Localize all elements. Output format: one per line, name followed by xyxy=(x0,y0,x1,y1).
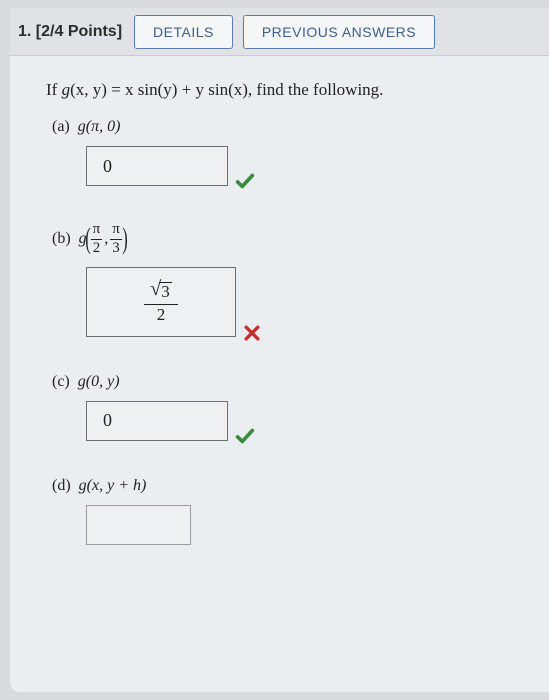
part-d-label: (d) g(x, y + h) xyxy=(52,477,521,495)
answer-input-a[interactable]: 0 xyxy=(86,146,228,186)
previous-answers-button[interactable]: PREVIOUS ANSWERS xyxy=(243,15,435,49)
question-number: 1. [2/4 Points] xyxy=(18,23,122,41)
answer-a-value: 0 xyxy=(103,156,112,177)
question-header: 1. [2/4 Points] DETAILS PREVIOUS ANSWERS xyxy=(10,8,549,56)
answer-input-c[interactable]: 0 xyxy=(86,401,228,441)
part-a-label: (a) g(π, 0) xyxy=(52,118,521,136)
question-prompt: If g(x, y) = x sin(y) + y sin(x), find t… xyxy=(46,80,521,100)
part-c-label: (c) g(0, y) xyxy=(52,373,521,391)
part-a: (a) g(π, 0) 0 xyxy=(46,118,521,186)
part-b-label: (b) g ( π2 , π3 ) xyxy=(52,222,521,257)
part-c: (c) g(0, y) 0 xyxy=(46,373,521,441)
answer-input-d[interactable] xyxy=(86,505,191,545)
details-button[interactable]: DETAILS xyxy=(134,15,233,49)
part-d: (d) g(x, y + h) xyxy=(46,477,521,545)
answer-input-b[interactable]: √3 2 xyxy=(86,267,236,337)
cross-icon xyxy=(242,323,262,343)
answer-b-value: √3 2 xyxy=(142,279,179,324)
answer-c-value: 0 xyxy=(103,410,112,431)
check-icon xyxy=(234,170,256,192)
question-panel: 1. [2/4 Points] DETAILS PREVIOUS ANSWERS… xyxy=(10,8,549,692)
part-b: (b) g ( π2 , π3 ) √3 2 xyxy=(46,222,521,337)
check-icon xyxy=(234,425,256,447)
question-content: If g(x, y) = x sin(y) + y sin(x), find t… xyxy=(10,56,549,591)
